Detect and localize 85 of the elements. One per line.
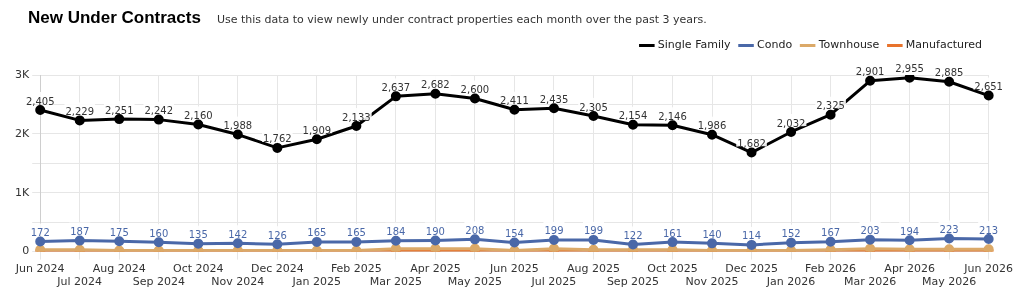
y-tick-label: 1K (14, 185, 30, 199)
data-label: 2,955 (895, 63, 924, 75)
legend-label: Single Family (657, 38, 732, 52)
data-label: 135 (188, 229, 208, 241)
x-tick-label: Aug 2024 (92, 262, 146, 276)
x-tick-label: Nov 2024 (211, 275, 265, 289)
data-label: 172 (30, 227, 50, 239)
x-tick-label: Dec 2024 (250, 262, 304, 276)
data-label: 114 (742, 230, 762, 242)
x-tick-label: Jun 2024 (14, 262, 65, 276)
data-label: 213 (979, 224, 999, 236)
data-label: 2,242 (144, 105, 174, 117)
x-tick-label: Jul 2025 (530, 275, 577, 289)
x-tick-label: Jul 2024 (56, 275, 103, 289)
data-label: 1,988 (223, 120, 253, 132)
data-label: 2,251 (104, 104, 134, 116)
data-label: 2,305 (579, 101, 608, 113)
y-tick-label: 2K (14, 126, 30, 140)
y-tick-label: 0 (22, 244, 30, 258)
data-label: 122 (623, 230, 643, 242)
data-label: 165 (346, 227, 366, 239)
data-label: 2,405 (25, 95, 55, 107)
x-tick-label: Sep 2025 (606, 275, 660, 289)
data-label: 2,325 (816, 100, 845, 112)
data-label: 194 (900, 225, 920, 237)
x-tick-label: Jan 2026 (765, 275, 816, 289)
data-label: 165 (307, 227, 327, 239)
data-label: 199 (544, 225, 564, 237)
legend-label: Manufactured (905, 38, 982, 52)
data-label: 2,637 (381, 81, 411, 93)
data-label: 1,909 (302, 124, 332, 136)
data-label: 2,600 (460, 84, 490, 96)
x-tick-label: May 2025 (447, 275, 503, 289)
data-label: 223 (939, 224, 959, 236)
data-label: 2,651 (974, 81, 1003, 93)
x-tick-label: Mar 2025 (369, 275, 423, 289)
chart-subtitle: Use this data to view newly under contract properties each month over the past 3 years. (216, 13, 707, 26)
x-tick-label: Aug 2025 (566, 262, 620, 276)
data-label: 161 (662, 227, 683, 239)
legend-label: Condo (757, 38, 793, 52)
data-label: 126 (267, 229, 287, 241)
x-tick-label: Apr 2026 (884, 262, 935, 276)
data-label: 2,133 (342, 111, 371, 123)
legend-label: Townhouse (817, 38, 880, 52)
data-label: 142 (228, 228, 248, 240)
x-tick-label: Mar 2026 (843, 275, 897, 289)
data-label: 199 (583, 225, 604, 237)
data-label: 167 (821, 227, 841, 239)
x-tick-label: Nov 2025 (685, 275, 739, 289)
data-label: 2,435 (539, 93, 569, 105)
x-tick-label: Jun 2026 (963, 262, 1013, 276)
data-label: 184 (386, 226, 406, 238)
x-tick-label: Dec 2025 (725, 262, 778, 276)
data-label: 160 (149, 227, 169, 239)
data-label: 1,762 (263, 133, 292, 145)
data-label: 2,885 (934, 67, 964, 79)
data-label: 2,229 (65, 105, 95, 117)
x-tick-label: Oct 2025 (647, 262, 698, 276)
data-label: 152 (781, 228, 801, 240)
x-tick-label: Feb 2026 (805, 262, 857, 276)
data-label: 154 (504, 228, 524, 240)
y-tick-label: 3K (14, 67, 30, 81)
x-tick-label: Apr 2025 (410, 262, 461, 276)
data-label: 1,682 (737, 138, 766, 150)
data-label: 190 (425, 226, 445, 238)
data-label: 187 (70, 226, 90, 238)
data-label: 2,901 (855, 66, 885, 78)
data-label: 2,146 (658, 110, 687, 122)
x-tick-label: Oct 2024 (173, 262, 224, 276)
x-tick-label: Sep 2024 (132, 275, 185, 289)
x-tick-label: May 2026 (922, 275, 977, 289)
data-label: 208 (465, 224, 485, 236)
data-label: 2,411 (500, 95, 529, 107)
chart-title: New Under Contracts (28, 8, 201, 28)
x-tick-label: Jun 2025 (489, 262, 539, 276)
data-label: 2,160 (183, 110, 213, 122)
data-label: 2,682 (421, 79, 450, 91)
data-label: 140 (702, 228, 722, 240)
x-tick-label: Feb 2025 (330, 262, 382, 276)
data-label: 203 (860, 225, 880, 237)
data-label: 2,154 (618, 110, 648, 122)
data-label: 2,032 (776, 117, 806, 129)
data-label: 175 (109, 226, 129, 238)
data-label: 1,986 (697, 120, 727, 132)
x-tick-label: Jan 2025 (291, 275, 342, 289)
